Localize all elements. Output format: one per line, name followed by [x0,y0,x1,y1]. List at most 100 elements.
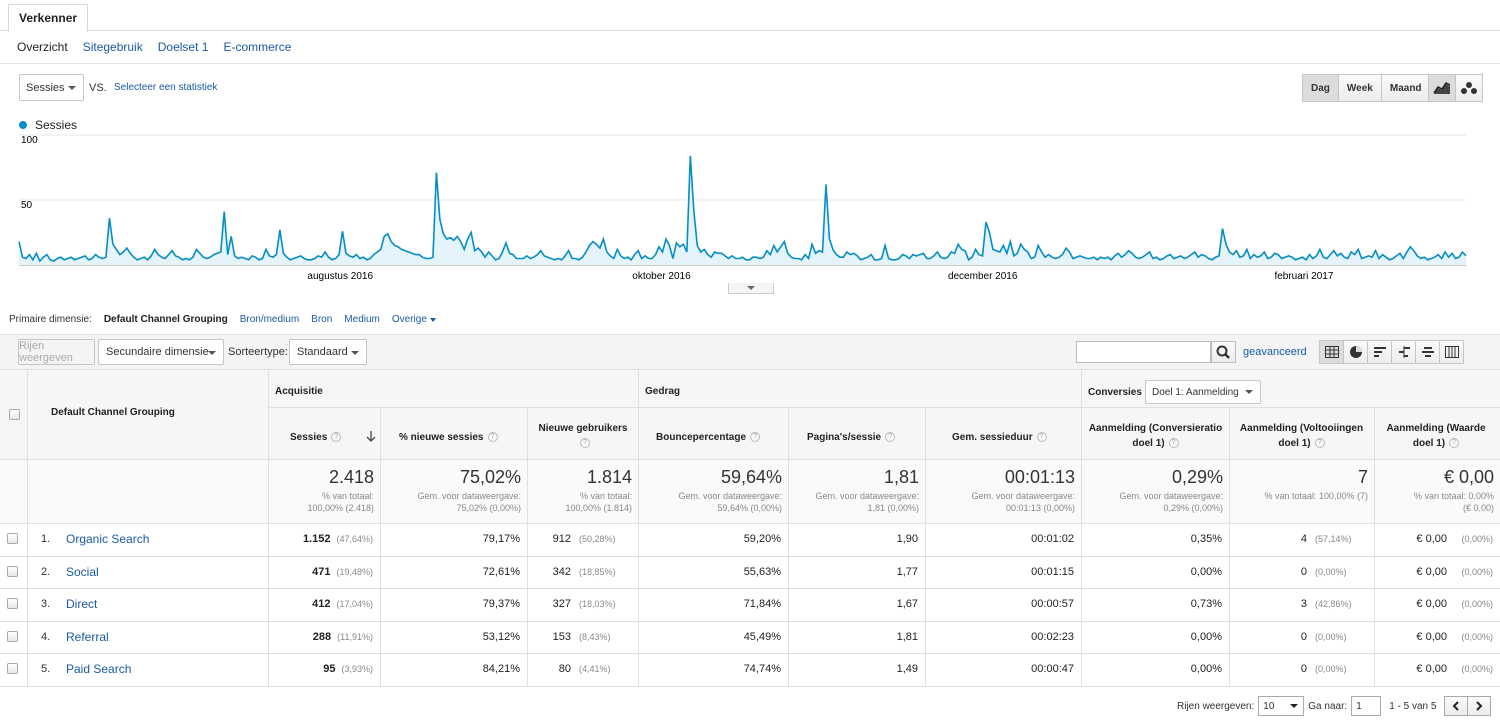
help-icon[interactable]: ? [885,432,896,443]
advanced-filter-link[interactable]: geavanceerd [1243,346,1307,358]
dimension-option-medium[interactable]: Medium [344,314,380,325]
table-cell: 912 (50,28%) [533,533,631,545]
table-cell: € 0,00 (0,00%) [1380,533,1493,545]
row-checkbox[interactable] [7,565,18,577]
show-rows-button[interactable]: Rijen weergeven [18,339,95,365]
performance-view-icon[interactable] [1367,340,1392,364]
table-search-input[interactable] [1076,341,1211,363]
column-label: Nieuwe gebruikers [538,423,628,434]
dimension-option-source[interactable]: Bron [311,314,333,325]
dimension-other-dropdown[interactable]: Overige [392,314,436,325]
help-icon[interactable]: ? [1449,438,1460,449]
chart-collapse-toggle[interactable] [728,283,774,294]
cell-value: 0,35% [1190,533,1222,545]
subnav-item-overzicht[interactable]: Overzicht [17,40,68,54]
channel-link[interactable]: Organic Search [66,532,150,546]
cell-percentage: (50,28%) [579,534,616,544]
cell-value: 327 [552,598,571,610]
column-header-new-sessions[interactable]: % nieuwe sessies? [399,432,498,443]
help-icon[interactable]: ? [580,438,590,449]
row-checkbox[interactable] [7,533,18,544]
column-header-conv-rate[interactable]: Aanmelding (Conversieratio doel 1)? [1087,421,1224,451]
help-icon[interactable]: ? [1036,432,1047,443]
cell-value: 342 [552,565,571,578]
subnav-item-doelset-1[interactable]: Doelset 1 [157,40,209,54]
chart-legend: Sessies [19,118,77,132]
pivot-view-icon[interactable] [1439,340,1464,364]
goto-label: Ga naar: [1308,700,1348,712]
group-behavior: Gedrag [645,386,681,397]
table-cell: 153 (8,43%) [533,631,631,643]
table-cell: 0,00% [1087,566,1222,578]
dimension-option-source-medium[interactable]: Bron/medium [239,314,300,325]
rows-per-page-select[interactable]: 10 [1258,696,1305,716]
table-view-switch [1319,340,1464,364]
channel-link[interactable]: Direct [66,597,98,611]
column-header-pages[interactable]: Pagina's/sessie? [807,432,896,443]
column-header-duration[interactable]: Gem. sessieduur? [952,432,1047,443]
compare-metric-link[interactable]: Selecteer een statistiek [114,82,218,93]
granularity-week[interactable]: Week [1337,74,1382,102]
cell-value: 1.152 [302,533,331,545]
term-cloud-view-icon[interactable] [1415,340,1440,364]
channel-link[interactable]: Paid Search [66,662,132,676]
chevron-down-icon [1245,390,1253,394]
row-checkbox[interactable] [7,598,18,609]
table-cell: 72,61% [386,566,520,578]
column-label: Pagina's/sessie [807,432,882,443]
prev-page-button[interactable] [1444,696,1469,716]
metric-select[interactable]: Sessies [19,74,84,101]
help-icon[interactable]: ? [1314,438,1325,449]
channel-link[interactable]: Social [66,564,99,579]
channel-link[interactable]: Referral [66,629,109,644]
cell-value: 153 [552,630,571,643]
sort-type-select[interactable]: Standaard [289,339,367,365]
motion-chart-icon[interactable] [1455,74,1483,102]
column-header-sessions[interactable]: Sessies? [290,432,342,443]
column-header-new-users[interactable]: Nieuwe gebruikers? [533,421,633,451]
pie-view-icon[interactable] [1343,340,1368,364]
primary-dimension-bar: Primaire dimensie: Default Channel Group… [9,314,436,325]
help-icon[interactable]: ? [750,432,761,443]
search-button[interactable] [1211,341,1236,363]
granularity-dag[interactable]: Dag [1302,74,1339,102]
granularity-maand[interactable]: Maand [1380,74,1431,102]
table-view-icon[interactable] [1319,340,1344,364]
dim-column-header[interactable]: Default Channel Grouping [51,407,175,418]
cell-value: 1,49 [896,663,918,675]
total-subtext: 00:01:13 (0,00%) [1005,503,1075,513]
total-subtext: Gem. voor dataweergave: [678,491,782,501]
table-cell: 84,21% [386,663,520,675]
column-header-completions[interactable]: Aanmelding (Voltooiingen doel 1)? [1234,421,1369,451]
column-header-value[interactable]: Aanmelding (Waarde doel 1)? [1380,421,1492,451]
table-cell: 00:00:47 [931,663,1074,675]
next-page-button[interactable] [1467,696,1492,716]
table-cell: 1,67 [794,598,918,610]
tab-explorer[interactable]: Verkenner [8,4,89,32]
cell-percentage: (57,14%) [1315,534,1352,544]
table-cell: € 0,00 (0,00%) [1380,663,1493,675]
help-icon[interactable]: ? [1168,438,1179,449]
help-icon[interactable]: ? [487,432,498,443]
goal-select[interactable]: Doel 1: Aanmelding [1145,380,1261,404]
data-table: Default Channel Grouping Acquisitie Gedr… [0,369,1500,687]
subnav-item-sitegebruik[interactable]: Sitegebruik [82,40,143,54]
select-all-checkbox[interactable] [9,409,20,420]
comparison-view-icon[interactable] [1391,340,1416,364]
column-header-bounce[interactable]: Bouncepercentage? [656,432,761,443]
line-chart-icon[interactable] [1428,74,1456,102]
row-checkbox[interactable] [7,630,18,642]
table-cell: 0,35% [1087,533,1222,545]
row-checkbox[interactable] [7,663,18,674]
help-icon[interactable]: ? [331,432,342,443]
subnav-item-e-commerce[interactable]: E-commerce [223,40,292,54]
chevron-down-icon [351,351,359,355]
chevron-down-icon [1290,704,1299,708]
goto-page-input[interactable]: 1 [1351,696,1382,716]
row-number: 4. [41,630,51,643]
cell-percentage: (18,03%) [579,599,616,609]
rows-per-page-label: Rijen weergeven: [1177,700,1255,712]
cell-percentage: (0,00%) [1315,566,1347,577]
secondary-dimension-select[interactable]: Secundaire dimensie [98,339,224,365]
sort-desc-arrow-icon[interactable] [366,430,376,442]
